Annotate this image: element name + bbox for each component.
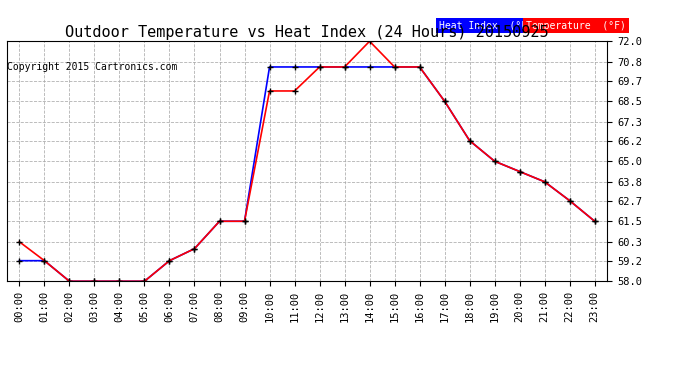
Title: Outdoor Temperature vs Heat Index (24 Hours) 20150925: Outdoor Temperature vs Heat Index (24 Ho… xyxy=(66,25,549,40)
Text: Temperature  (°F): Temperature (°F) xyxy=(526,21,626,31)
Text: Copyright 2015 Cartronics.com: Copyright 2015 Cartronics.com xyxy=(7,62,177,72)
Text: Heat Index  (°F): Heat Index (°F) xyxy=(439,21,533,31)
